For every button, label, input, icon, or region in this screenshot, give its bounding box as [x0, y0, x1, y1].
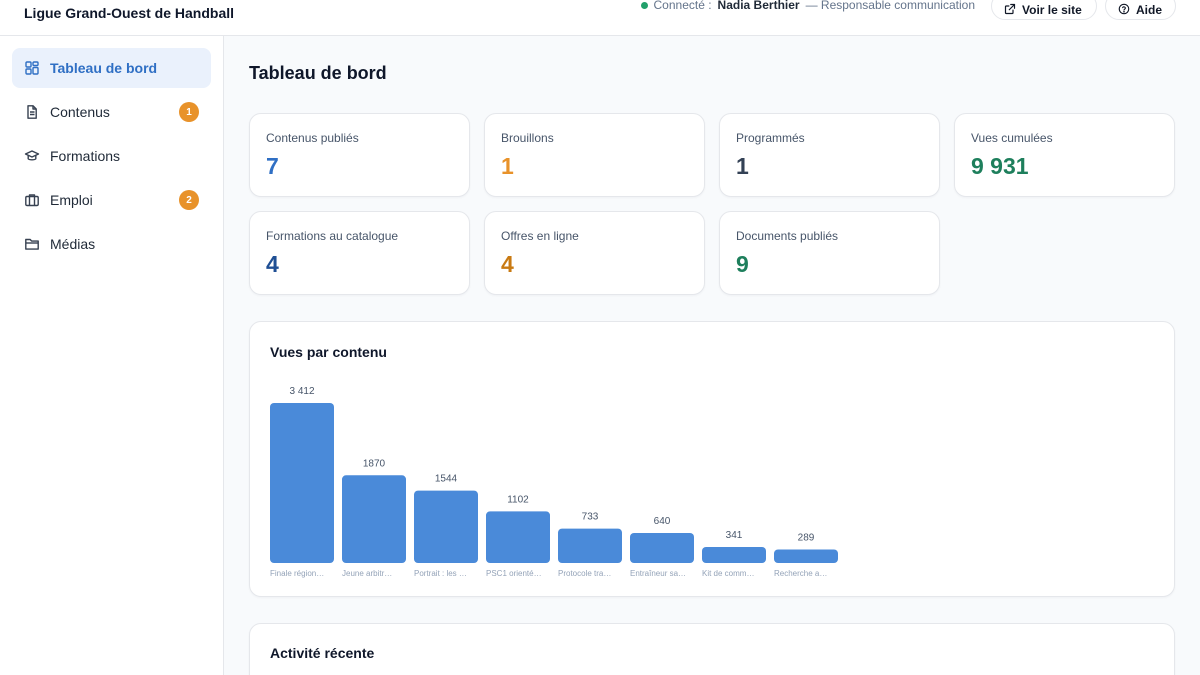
bar-category-label: Finale région… — [270, 569, 324, 578]
activity-title: Activité récente — [270, 645, 375, 661]
sidebar: Tableau de bord Contenus 1 Formations Em… — [0, 36, 224, 675]
bar-value-label: 1102 — [507, 494, 529, 505]
help-button[interactable]: Aide — [1105, 0, 1176, 20]
bar-value-label: 289 — [798, 532, 815, 543]
chart-bar — [774, 549, 838, 563]
stat-card-documents: Documents publiés 9 — [719, 211, 940, 295]
chart-bar — [342, 475, 406, 563]
stat-value: 1 — [736, 153, 749, 179]
bar-category-label: Portrait : les … — [414, 569, 467, 578]
stat-value: 9 — [736, 251, 749, 277]
sidebar-item-formations[interactable]: Formations — [12, 136, 211, 176]
external-link-icon — [1004, 3, 1016, 18]
connection-status: Connecté : Nadia Berthier — Responsable … — [640, 0, 975, 12]
notification-badge: 2 — [179, 190, 199, 210]
bar-value-label: 341 — [726, 530, 743, 541]
bar-value-label: 733 — [582, 512, 599, 523]
online-status-dot-icon — [640, 1, 648, 9]
user-name: Nadia Berthier — [717, 0, 800, 12]
chart-title: Vues par contenu — [270, 344, 387, 360]
sidebar-item-label: Contenus — [50, 104, 110, 120]
view-site-button[interactable]: Voir le site — [991, 0, 1097, 20]
stat-value: 4 — [501, 251, 514, 277]
briefcase-icon — [24, 192, 40, 208]
help-circle-icon — [1118, 3, 1130, 18]
help-label: Aide — [1136, 3, 1163, 17]
notification-badge: 1 — [179, 102, 199, 122]
bar-value-label: 3 412 — [289, 386, 314, 397]
graduation-cap-icon — [24, 148, 40, 164]
user-role: — Responsable communication — [805, 0, 975, 12]
stat-value: 4 — [266, 251, 279, 277]
stat-value: 1 — [501, 153, 514, 179]
views-chart-panel: Vues par contenu 3 412 Finale région… 1870… — [249, 321, 1175, 597]
folder-icon — [24, 236, 40, 252]
chart-bar — [630, 532, 694, 563]
stat-value: 9 931 — [971, 153, 1029, 179]
brand-title: Ligue Grand-Ouest de Handball — [24, 5, 235, 21]
sidebar-item-dashboard[interactable]: Tableau de bord — [12, 48, 211, 88]
views-bar-chart: 3 412 Finale région… 1870 Jeune arbitr… 1544… — [270, 386, 838, 578]
stat-label: Brouillons — [501, 131, 554, 145]
page-title: Tableau de bord — [249, 63, 387, 83]
sidebar-item-emploi[interactable]: Emploi 2 — [12, 180, 211, 220]
chart-bar — [414, 490, 478, 563]
stat-card-published: Contenus publiés 7 — [249, 113, 470, 197]
bar-value-label: 640 — [654, 516, 671, 527]
stat-card-scheduled: Programmés 1 — [719, 113, 940, 197]
sidebar-item-label: Médias — [50, 236, 96, 252]
stat-label: Contenus publiés — [266, 131, 359, 145]
bar-category-label: Protocole tra… — [558, 569, 611, 578]
stat-label: Formations au catalogue — [266, 229, 399, 243]
status-prefix: Connecté : — [653, 0, 712, 12]
chart-bar — [702, 547, 766, 563]
sidebar-item-contenus[interactable]: Contenus 1 — [12, 92, 211, 132]
document-icon — [24, 104, 40, 120]
chart-bar — [486, 511, 550, 563]
dashboard-icon — [24, 60, 40, 76]
stat-label: Vues cumulées — [971, 131, 1053, 145]
sidebar-item-label: Tableau de bord — [50, 60, 158, 76]
stat-value: 7 — [266, 153, 279, 179]
chart-bar — [270, 403, 334, 563]
stat-card-drafts: Brouillons 1 — [484, 113, 705, 197]
bar-category-label: PSC1 orienté… — [486, 569, 542, 578]
stat-card-trainings: Formations au catalogue 4 — [249, 211, 470, 295]
stat-card-job-offers: Offres en ligne 4 — [484, 211, 705, 295]
bar-category-label: Kit de comm… — [702, 569, 754, 578]
stat-label: Documents publiés — [736, 229, 839, 243]
sidebar-item-medias[interactable]: Médias — [12, 224, 211, 264]
recent-activity-panel: Activité récente — [249, 623, 1175, 675]
stat-card-views: Vues cumulées 9 931 — [954, 113, 1175, 197]
top-bar: Ligue Grand-Ouest de Handball Connecté :… — [0, 0, 1200, 36]
bar-category-label: Recherche a… — [774, 569, 827, 578]
sidebar-item-label: Formations — [50, 148, 121, 164]
chart-bar — [558, 528, 622, 563]
sidebar-item-label: Emploi — [50, 192, 93, 208]
stat-label: Programmés — [736, 131, 805, 145]
bar-category-label: Jeune arbitr… — [342, 569, 392, 578]
view-site-label: Voir le site — [1022, 3, 1082, 17]
bar-value-label: 1544 — [435, 474, 458, 485]
stat-label: Offres en ligne — [501, 229, 579, 243]
bar-category-label: Entraîneur sa… — [630, 569, 686, 578]
bar-value-label: 1870 — [363, 458, 386, 469]
